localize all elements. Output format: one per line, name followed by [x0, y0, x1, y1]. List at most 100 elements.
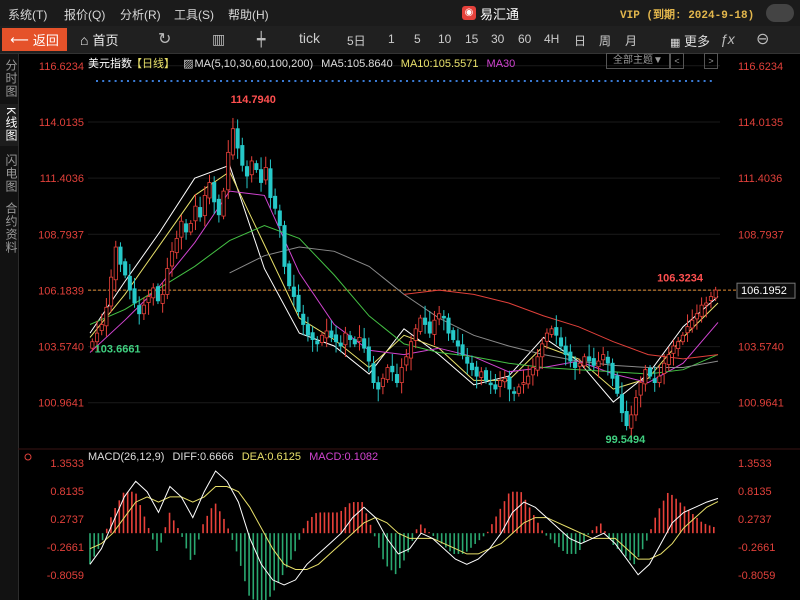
- candle-body: [624, 411, 629, 427]
- diff-value: DIFF:0.6666: [172, 451, 234, 463]
- candle-body: [413, 328, 418, 341]
- tab-intraday[interactable]: 分时图: [4, 58, 18, 98]
- candle-body: [694, 313, 699, 320]
- candle-body: [690, 319, 695, 329]
- fx-icon[interactable]: ƒx: [720, 31, 735, 47]
- candle-body: [352, 339, 357, 345]
- refresh-icon[interactable]: ↻: [158, 31, 172, 48]
- candle-body: [704, 302, 709, 306]
- recent-high-annotation: 106.3234: [657, 272, 704, 284]
- period-week[interactable]: 周: [599, 34, 612, 48]
- macd-axis-label-left: 1.3533: [50, 458, 84, 470]
- event-marker: [449, 80, 452, 82]
- macd-settings-icon: [24, 453, 32, 461]
- event-marker: [201, 80, 204, 82]
- vip-expiry: VIP (到期: 2024-9-18): [620, 10, 755, 22]
- instrument-name: 美元指数: [88, 58, 132, 70]
- theme-next-button[interactable]: >: [704, 53, 718, 69]
- app-title-text: 易汇通: [480, 6, 520, 22]
- candle-body: [699, 304, 704, 317]
- zoom-icon[interactable]: ⊖: [756, 31, 770, 48]
- candle-body: [212, 182, 217, 203]
- home-button[interactable]: ⌂ 首页: [80, 30, 118, 49]
- candle-body: [305, 324, 310, 336]
- candlestick-icon[interactable]: ┿: [257, 31, 266, 47]
- event-marker: [344, 80, 346, 82]
- event-marker: [158, 80, 160, 82]
- event-marker: [244, 80, 247, 82]
- candle-body: [441, 315, 446, 319]
- period-5day[interactable]: 5日: [347, 34, 366, 48]
- more-label: 更多: [684, 34, 711, 49]
- tab-kline[interactable]: K线图: [0, 104, 18, 146]
- candle-body: [423, 317, 428, 325]
- candle-body: [488, 382, 493, 386]
- period-4h[interactable]: 4H: [544, 32, 560, 46]
- period-5min[interactable]: 5: [414, 32, 421, 46]
- sidebar: 分时图 K线图 闪电图 合约资料: [0, 54, 19, 600]
- theme-dropdown[interactable]: 全部主题▼: [606, 53, 670, 69]
- event-marker: [189, 80, 191, 82]
- candle-body: [540, 343, 545, 358]
- candle-body: [385, 367, 390, 380]
- menu-system[interactable]: 系统(T): [8, 8, 48, 22]
- event-marker: [492, 80, 495, 82]
- event-marker: [430, 80, 433, 82]
- theme-prev-button[interactable]: <: [670, 53, 684, 69]
- candle-body: [376, 382, 381, 390]
- candle-body: [577, 362, 582, 367]
- event-marker: [102, 80, 105, 82]
- menu-tools[interactable]: 工具(S): [174, 8, 214, 22]
- candle-body: [366, 346, 371, 362]
- period-1min[interactable]: 1: [388, 32, 395, 46]
- period-60min[interactable]: 60: [518, 32, 532, 46]
- window-controls[interactable]: [766, 4, 794, 22]
- candle-body: [151, 287, 156, 299]
- back-button[interactable]: ⟵ 返回: [2, 28, 67, 51]
- diff-line: [89, 470, 719, 586]
- candle-body: [629, 414, 634, 429]
- candle-body: [268, 168, 273, 198]
- menu-quote[interactable]: 报价(Q): [64, 8, 106, 22]
- macd-axis-label-right: 0.8135: [738, 486, 772, 498]
- tab-flash[interactable]: 闪电图: [4, 153, 18, 193]
- menu-help[interactable]: 帮助(H): [228, 8, 269, 22]
- event-marker: [604, 80, 607, 82]
- event-marker: [170, 80, 173, 82]
- period-tick[interactable]: tick: [299, 30, 320, 46]
- period-15min[interactable]: 15: [465, 32, 479, 46]
- event-marker: [195, 80, 198, 82]
- more-button[interactable]: ▦ 更多: [670, 31, 710, 50]
- candle-body: [390, 365, 395, 373]
- event-marker: [623, 80, 625, 82]
- candle-body: [249, 160, 254, 176]
- candle-body: [216, 198, 221, 216]
- period-30min[interactable]: 30: [491, 32, 505, 46]
- period-month[interactable]: 月: [625, 34, 638, 48]
- event-marker: [331, 80, 334, 82]
- candle-body: [287, 263, 292, 287]
- event-marker: [350, 80, 353, 82]
- event-marker: [356, 80, 359, 82]
- annotations: 114.7940 103.6661 99.5494 106.3234: [95, 94, 704, 446]
- period-day[interactable]: 日: [574, 34, 587, 48]
- event-marker: [548, 80, 551, 82]
- menu-bar: 系统(T) 报价(Q) 分析(R) 工具(S) 帮助(H) ◉ 易汇通 VIP …: [0, 0, 800, 27]
- event-marker: [139, 80, 142, 82]
- tab-contract-info[interactable]: 合约资料: [4, 202, 18, 254]
- event-marker: [672, 80, 675, 82]
- event-marker: [313, 80, 315, 82]
- price-axis-label-left: 116.6234: [39, 61, 84, 73]
- period-10min[interactable]: 10: [438, 32, 452, 46]
- candles[interactable]: [90, 117, 718, 439]
- event-marker: [691, 80, 694, 82]
- event-marker: [579, 80, 582, 82]
- menu-analysis[interactable]: 分析(R): [120, 8, 161, 22]
- candle-body: [446, 317, 451, 334]
- bar-chart-icon[interactable]: ▥: [212, 31, 226, 47]
- event-marker: [455, 80, 458, 82]
- candle-body: [469, 362, 474, 371]
- macd-axis-label-left: 0.2737: [50, 514, 84, 526]
- candle-body: [301, 313, 306, 325]
